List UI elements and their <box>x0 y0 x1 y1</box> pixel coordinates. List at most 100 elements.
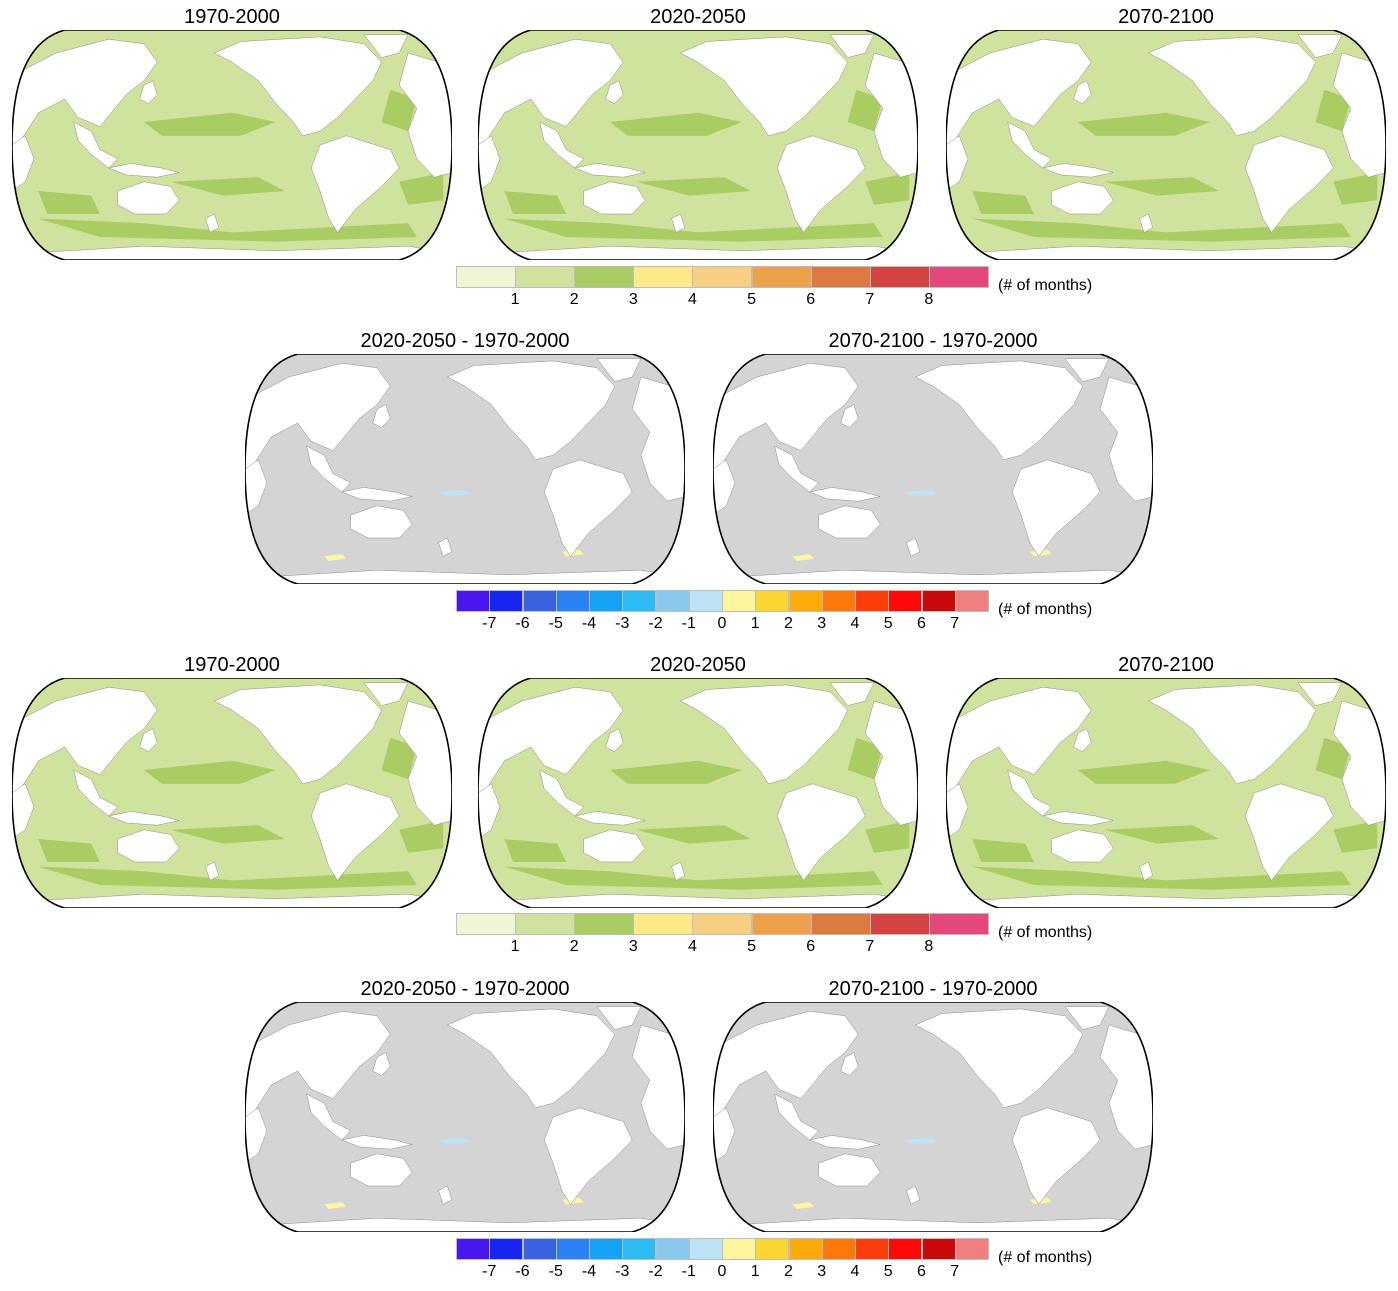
south-america-land <box>311 136 399 233</box>
warm-speckle <box>324 1202 347 1209</box>
map-frame <box>946 30 1386 260</box>
colorbar-swatch <box>574 913 635 935</box>
colorbar-swatch <box>456 913 516 935</box>
colorbar-tick-label: -3 <box>615 615 630 632</box>
map-title: 1970-2000 <box>184 6 280 28</box>
south-pacific-patch <box>170 177 285 196</box>
colorbar-swatch <box>515 913 576 935</box>
indonesia-land <box>1043 811 1113 825</box>
atlantic-patch <box>381 89 417 132</box>
map-frame <box>245 354 685 584</box>
south-america-land <box>311 784 399 881</box>
colorbar-tick-label: 3 <box>628 938 638 955</box>
new-zealand-land <box>672 862 685 880</box>
eurasia-land <box>245 363 390 469</box>
colorbar-swatch <box>655 590 690 612</box>
count-map <box>478 30 918 260</box>
africa-land <box>946 136 968 191</box>
north-america-land <box>680 37 847 136</box>
difference-map <box>245 1002 685 1232</box>
count-map <box>12 678 452 908</box>
colorbar-swatch <box>928 266 989 288</box>
colorbar-swatch <box>855 590 889 612</box>
colorbar-swatch <box>755 1238 790 1260</box>
atlantic-patch <box>381 737 417 780</box>
difference-map <box>713 1002 1153 1232</box>
africa-land <box>946 784 968 839</box>
southern-ocean-patch <box>38 866 417 890</box>
colorbar-unit-label: (# of months) <box>998 601 1093 618</box>
colorbar-swatch <box>751 266 812 288</box>
map-frame <box>946 678 1386 908</box>
colorbar-swatch <box>921 590 956 612</box>
indonesia-land <box>342 487 412 501</box>
colorbar-swatch <box>456 1238 490 1260</box>
colorbar-swatch <box>692 266 753 288</box>
colorbar-swatch <box>574 266 635 288</box>
greenland-land <box>1298 683 1342 706</box>
new-zealand-land <box>439 538 452 556</box>
colorbar-tick-label: 1 <box>750 615 760 632</box>
difference-map <box>713 354 1153 584</box>
tropical-pacific-patch <box>144 760 276 784</box>
southeast-asia-land <box>74 770 118 816</box>
tropical-pacific-patch <box>1078 760 1210 784</box>
count-map <box>946 30 1386 260</box>
australia-land <box>118 182 180 214</box>
north-america-land <box>447 1009 614 1108</box>
greenland-land <box>1065 1007 1109 1030</box>
eurasia-land <box>478 39 623 145</box>
colorbar-swatch <box>522 1238 557 1260</box>
atlantic-patch <box>1315 737 1351 780</box>
africa-land <box>245 1108 267 1163</box>
new-zealand-land <box>907 1186 920 1204</box>
australia-land <box>584 182 646 214</box>
north-america-land <box>214 685 381 784</box>
colorbar-swatch <box>810 266 871 288</box>
colorbar-swatch <box>515 266 576 288</box>
difference-map <box>245 354 685 584</box>
southeast-asia-land <box>540 122 584 168</box>
colorbar-tick-label: -5 <box>548 615 563 632</box>
colorbar-tick-label: -4 <box>581 615 597 632</box>
southeast-asia-land <box>1008 122 1052 168</box>
south-atlantic-patch <box>865 172 910 205</box>
africa-land <box>12 136 34 191</box>
colorbar-tick-label: -1 <box>681 615 696 632</box>
southeast-asia-land <box>1008 770 1052 816</box>
southeast-asia-land <box>307 1094 351 1140</box>
map-title: 2070-2100 - 1970-2000 <box>828 330 1038 352</box>
colorbar-swatch <box>755 590 790 612</box>
southeast-asia-land <box>540 770 584 816</box>
indonesia-land <box>575 163 645 177</box>
colorbar-tick-label: 2 <box>784 615 793 632</box>
colorbar-tick-label: 4 <box>850 615 860 632</box>
south-atlantic-patch <box>399 820 444 853</box>
southeast-asia-land <box>775 1094 819 1140</box>
colorbar-tick-label: -2 <box>648 1263 663 1280</box>
southern-ocean-patch <box>38 218 417 242</box>
colorbar-tick-label: 3 <box>817 1263 827 1280</box>
colorbar-tick-label: 8 <box>924 291 934 308</box>
colorbar-tick-label: 6 <box>917 615 926 632</box>
colorbar-swatch <box>810 913 871 935</box>
south-america-land <box>777 784 865 881</box>
new-zealand-land <box>206 214 219 232</box>
colorbar-tick-label: 8 <box>924 938 934 955</box>
southern-ocean-patch <box>504 218 883 242</box>
map-frame <box>713 1002 1153 1232</box>
indian-ocean-patch <box>972 191 1034 214</box>
count-map <box>946 678 1386 908</box>
south-america-land <box>544 1108 632 1205</box>
indonesia-land <box>109 811 179 825</box>
southern-ocean-patch <box>972 866 1351 890</box>
colorbar-tick-label: -6 <box>515 615 530 632</box>
colorbar-tick-label: 4 <box>687 291 697 308</box>
colorbar-tick-label: 2 <box>569 938 579 955</box>
colorbar-tick-label: 6 <box>917 1263 926 1280</box>
eurasia-land <box>713 363 858 469</box>
japan-land <box>841 1053 859 1076</box>
indian-ocean-patch <box>972 839 1034 862</box>
australia-land <box>1052 830 1114 862</box>
colorbar-swatch <box>928 913 989 935</box>
